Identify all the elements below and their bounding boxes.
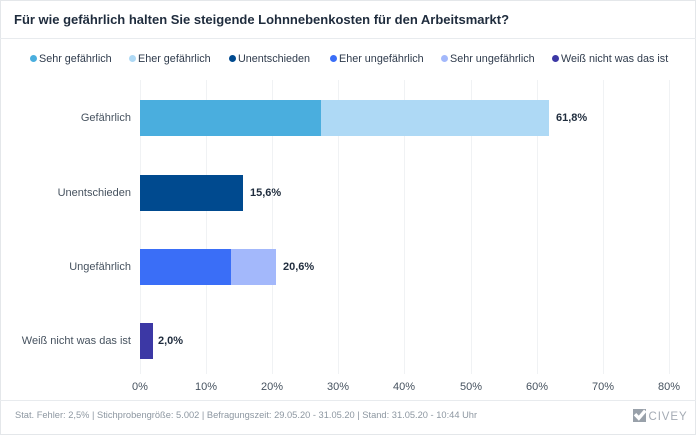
svg-text:CIVEY: CIVEY [649, 411, 688, 422]
